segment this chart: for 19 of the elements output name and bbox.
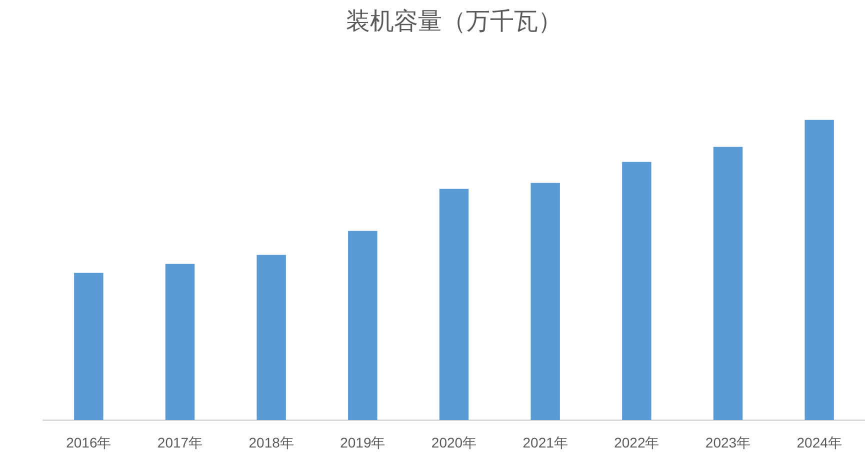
x-tick-label: 2021年	[522, 434, 568, 450]
bar	[256, 254, 286, 420]
x-tick-label: 2023年	[705, 434, 751, 450]
bar	[74, 272, 104, 420]
bar	[804, 120, 834, 420]
x-tick-label: 2020年	[431, 434, 477, 450]
x-tick-label: 2016年	[66, 434, 112, 450]
bar	[439, 188, 469, 420]
chart-title: 装机容量（万千瓦）	[346, 8, 562, 36]
x-tick-label: 2017年	[157, 434, 203, 450]
bar	[348, 230, 378, 420]
bar	[165, 264, 195, 420]
x-tick-label: 2022年	[614, 434, 660, 450]
bar	[530, 182, 560, 420]
x-tick-label: 2024年	[796, 434, 842, 450]
bar	[622, 162, 652, 420]
x-tick-label: 2019年	[340, 434, 386, 450]
x-tick-label: 2018年	[248, 434, 294, 450]
bar	[713, 146, 743, 420]
